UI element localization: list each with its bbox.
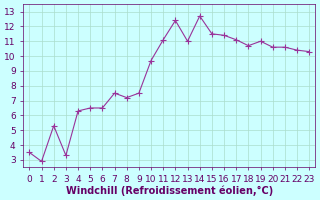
X-axis label: Windchill (Refroidissement éolien,°C): Windchill (Refroidissement éolien,°C) xyxy=(66,185,273,196)
